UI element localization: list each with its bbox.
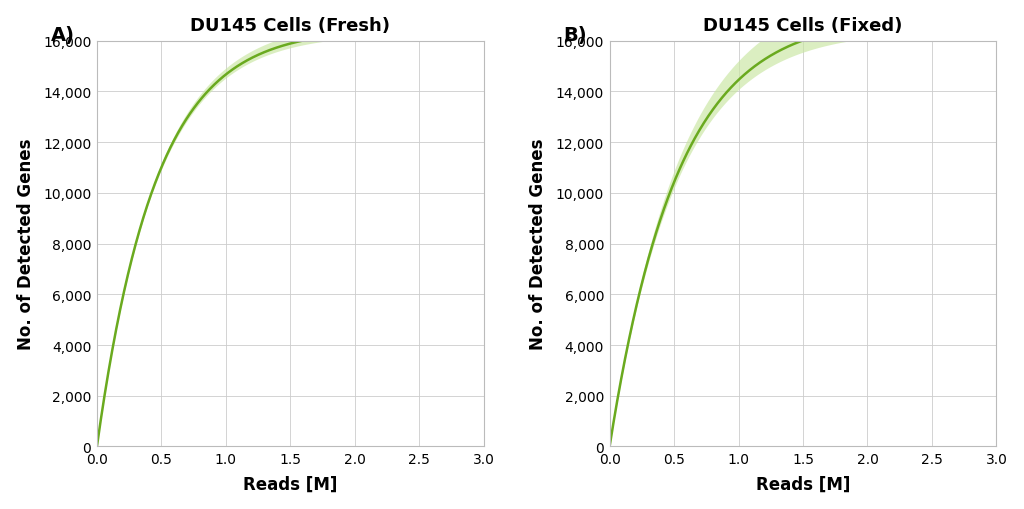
Y-axis label: No. of Detected Genes: No. of Detected Genes: [16, 138, 35, 350]
Text: A): A): [50, 25, 75, 44]
X-axis label: Reads [M]: Reads [M]: [243, 474, 338, 492]
X-axis label: Reads [M]: Reads [M]: [756, 474, 850, 492]
Title: DU145 Cells (Fresh): DU145 Cells (Fresh): [190, 17, 390, 35]
Title: DU145 Cells (Fixed): DU145 Cells (Fixed): [703, 17, 903, 35]
Y-axis label: No. of Detected Genes: No. of Detected Genes: [529, 138, 548, 350]
Text: B): B): [563, 25, 587, 44]
